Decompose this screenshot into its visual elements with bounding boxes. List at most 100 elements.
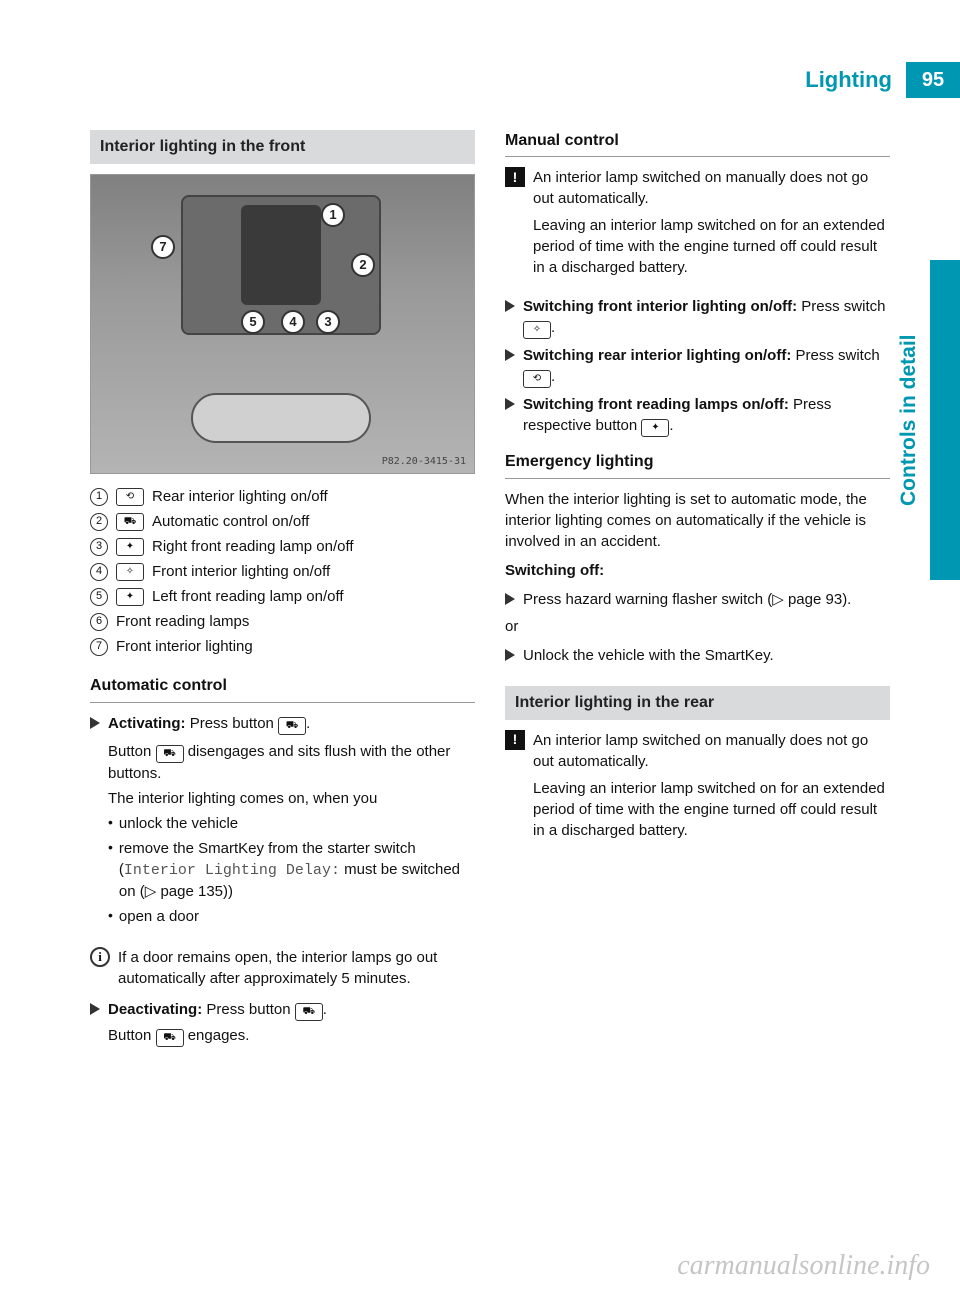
legend-row: 4 ✧ Front interior lighting on/off xyxy=(90,561,475,582)
text: Leaving an interior lamp switched on for… xyxy=(533,778,890,841)
legend-num: 1 xyxy=(90,488,108,506)
switching-off-label: Switching off: xyxy=(505,562,604,579)
triangle-bullet-icon xyxy=(505,398,515,410)
legend-num: 2 xyxy=(90,513,108,531)
info-text: If a door remains open, the interior lam… xyxy=(118,947,475,989)
legend-row: 3 ✦ Right front reading lamp on/off xyxy=(90,536,475,557)
text: Button xyxy=(108,1027,151,1044)
legend-text: Automatic control on/off xyxy=(152,511,309,532)
warning-note: ! An interior lamp switched on manually … xyxy=(505,730,890,849)
triangle-bullet-icon xyxy=(505,349,515,361)
step-label: Switching front interior lighting on/off… xyxy=(523,298,797,315)
button-panel xyxy=(241,205,321,305)
step-rest: Press switch xyxy=(796,347,880,364)
illustration-code: P82.20-3415-31 xyxy=(382,455,466,469)
step-deactivating: Deactivating: Press button ⛟. Button ⛟ e… xyxy=(90,999,475,1051)
step-text: Activating: Press button ⛟. Button ⛟ dis… xyxy=(108,713,475,937)
list-item: unlock the vehicle xyxy=(108,813,475,834)
legend-text: Right front reading lamp on/off xyxy=(152,536,354,557)
list-item: remove the SmartKey from the starter swi… xyxy=(108,838,475,902)
sub-para: The interior lighting comes on, when you xyxy=(108,788,475,809)
legend-num: 7 xyxy=(90,638,108,656)
step: Unlock the vehicle with the SmartKey. xyxy=(505,645,890,666)
section-heading: Interior lighting in the front xyxy=(90,130,475,164)
side-section-label: Controls in detail xyxy=(894,260,924,580)
header-title: Lighting xyxy=(805,62,906,98)
subheading: Manual control xyxy=(505,130,890,157)
side-tab xyxy=(930,260,960,580)
triangle-bullet-icon xyxy=(505,593,515,605)
content-area: Interior lighting in the front 1 2 3 4 5… xyxy=(90,130,890,1057)
sub-para: Button ⛟ disengages and sits flush with … xyxy=(108,741,475,784)
text: Button xyxy=(108,743,151,760)
reading-lamp-icon: ✦ xyxy=(641,419,669,437)
front-light-icon: ✧ xyxy=(523,321,551,339)
text: remove the SmartKey from the starter swi… xyxy=(119,838,475,902)
legend-num: 4 xyxy=(90,563,108,581)
text: engages. xyxy=(188,1027,250,1044)
paragraph: When the interior lighting is set to aut… xyxy=(505,489,890,552)
rearview-mirror xyxy=(191,393,371,443)
right-column: Manual control ! An interior lamp switch… xyxy=(505,130,890,1057)
legend-num: 5 xyxy=(90,588,108,606)
page-header: Lighting 95 xyxy=(805,62,960,98)
list-item: open a door xyxy=(108,906,475,927)
info-icon: i xyxy=(90,947,110,967)
step-text: Switching front interior lighting on/off… xyxy=(523,296,890,339)
auto-control-icon: ⛟ xyxy=(156,745,184,763)
warning-note: ! An interior lamp switched on manually … xyxy=(505,167,890,286)
reading-lamp-icon: ✦ xyxy=(116,588,144,606)
auto-control-icon: ⛟ xyxy=(278,717,306,735)
step: Press hazard warning flasher switch (▷ p… xyxy=(505,589,890,610)
auto-control-icon: ⛟ xyxy=(156,1029,184,1047)
period: . xyxy=(323,1001,327,1018)
watermark: carmanualsonline.info xyxy=(677,1250,930,1282)
text: An interior lamp switched on manually do… xyxy=(533,732,868,770)
step-text: Press hazard warning flasher switch (▷ p… xyxy=(523,589,890,610)
info-note: i If a door remains open, the interior l… xyxy=(90,947,475,989)
sub-para: Button ⛟ engages. xyxy=(108,1025,475,1047)
legend-num: 3 xyxy=(90,538,108,556)
triangle-bullet-icon xyxy=(505,649,515,661)
legend-text: Front interior lighting xyxy=(116,636,253,657)
or-text: or xyxy=(505,616,890,637)
step-text: Deactivating: Press button ⛟. Button ⛟ e… xyxy=(108,999,475,1051)
triangle-bullet-icon xyxy=(505,300,515,312)
rear-light-icon: ⟲ xyxy=(523,370,551,388)
step-label: Deactivating: xyxy=(108,1001,202,1018)
legend-text: Front interior lighting on/off xyxy=(152,561,330,582)
text: open a door xyxy=(119,906,199,927)
period: . xyxy=(306,715,310,732)
step-activating: Activating: Press button ⛟. Button ⛟ dis… xyxy=(90,713,475,937)
step-rest: Press switch xyxy=(801,298,885,315)
step: Switching front reading lamps on/off: Pr… xyxy=(505,394,890,437)
legend-text: Front reading lamps xyxy=(116,611,249,632)
subheading: Automatic control xyxy=(90,675,475,702)
triangle-bullet-icon xyxy=(90,717,100,729)
bullet-list: unlock the vehicle remove the SmartKey f… xyxy=(108,813,475,927)
legend-row: 2 ⛟ Automatic control on/off xyxy=(90,511,475,532)
step-text: Switching rear interior lighting on/off:… xyxy=(523,345,890,388)
left-column: Interior lighting in the front 1 2 3 4 5… xyxy=(90,130,475,1057)
step: Switching front interior lighting on/off… xyxy=(505,296,890,339)
callout-legend: 1 ⟲ Rear interior lighting on/off 2 ⛟ Au… xyxy=(90,486,475,657)
step-label: Switching front reading lamps on/off: xyxy=(523,396,789,413)
triangle-bullet-icon xyxy=(90,1003,100,1015)
legend-row: 6 Front reading lamps xyxy=(90,611,475,632)
warning-icon: ! xyxy=(505,730,525,750)
auto-control-icon: ⛟ xyxy=(295,1003,323,1021)
legend-row: 7 Front interior lighting xyxy=(90,636,475,657)
text: unlock the vehicle xyxy=(119,813,238,834)
step-text: Switching front reading lamps on/off: Pr… xyxy=(523,394,890,437)
subheading: Emergency lighting xyxy=(505,451,890,478)
section-heading: Interior lighting in the rear xyxy=(505,686,890,720)
reading-lamp-icon: ✦ xyxy=(116,538,144,556)
auto-control-icon: ⛟ xyxy=(116,513,144,531)
warning-text: An interior lamp switched on manually do… xyxy=(533,730,890,849)
step-label: Activating: xyxy=(108,715,186,732)
legend-row: 1 ⟲ Rear interior lighting on/off xyxy=(90,486,475,507)
step-rest: Press button xyxy=(190,715,274,732)
legend-text: Rear interior lighting on/off xyxy=(152,486,328,507)
mono-text: Interior Lighting Delay: xyxy=(124,862,340,879)
rear-light-icon: ⟲ xyxy=(116,488,144,506)
